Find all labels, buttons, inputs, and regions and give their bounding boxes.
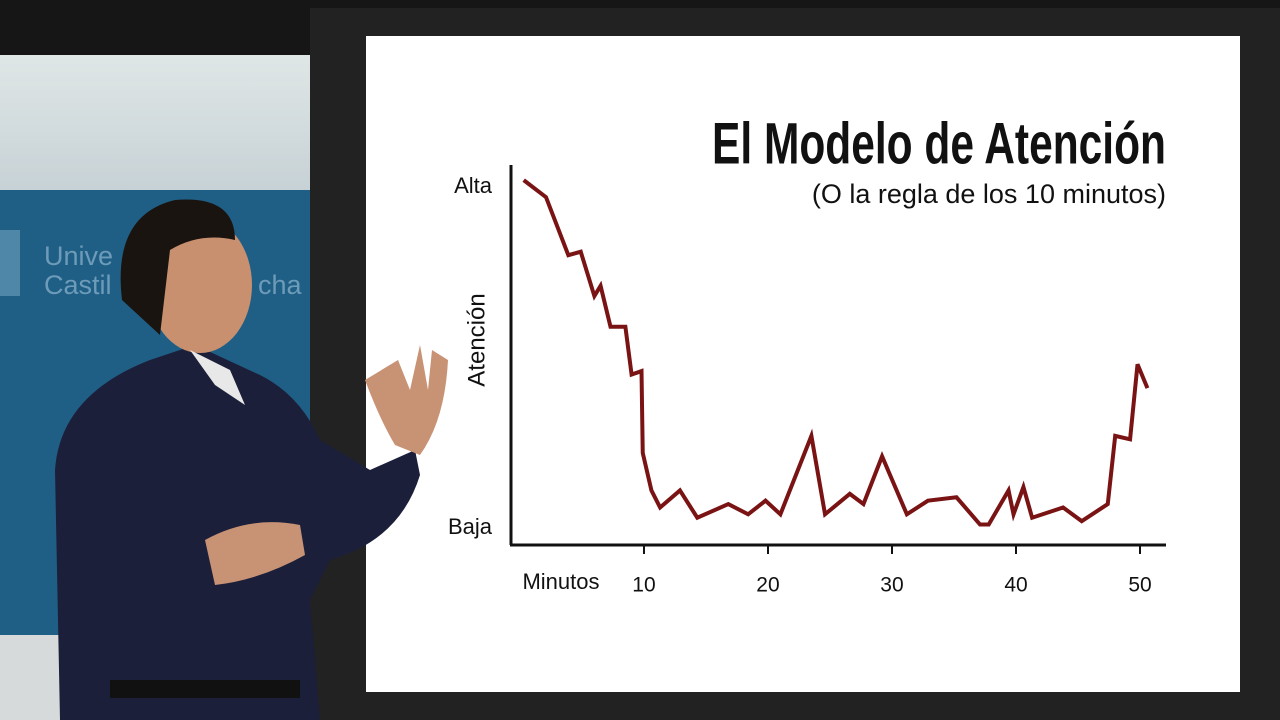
attention-line xyxy=(522,178,1150,527)
logo-text: Unive xyxy=(44,241,113,271)
logo-text: cha xyxy=(258,270,303,300)
wall xyxy=(0,55,310,190)
x-tick-label: 10 xyxy=(632,574,655,597)
x-axis-label: Minutos xyxy=(522,569,599,594)
y-axis-label: Atención xyxy=(463,293,490,386)
y-tick-label: Baja xyxy=(448,514,493,539)
x-tick-label: 20 xyxy=(756,574,779,597)
chart-title: El Modelo de Atención xyxy=(712,111,1166,176)
logo-mark xyxy=(0,230,20,296)
x-tick-label: 40 xyxy=(1004,574,1027,597)
x-tick-label: 30 xyxy=(880,574,903,597)
x-tick-label: 50 xyxy=(1128,574,1151,597)
logo-text: Castil xyxy=(44,270,112,300)
chart-subtitle: (O la regla de los 10 minutos) xyxy=(812,179,1166,209)
y-tick-label: Alta xyxy=(454,173,493,198)
presenter xyxy=(55,199,448,720)
